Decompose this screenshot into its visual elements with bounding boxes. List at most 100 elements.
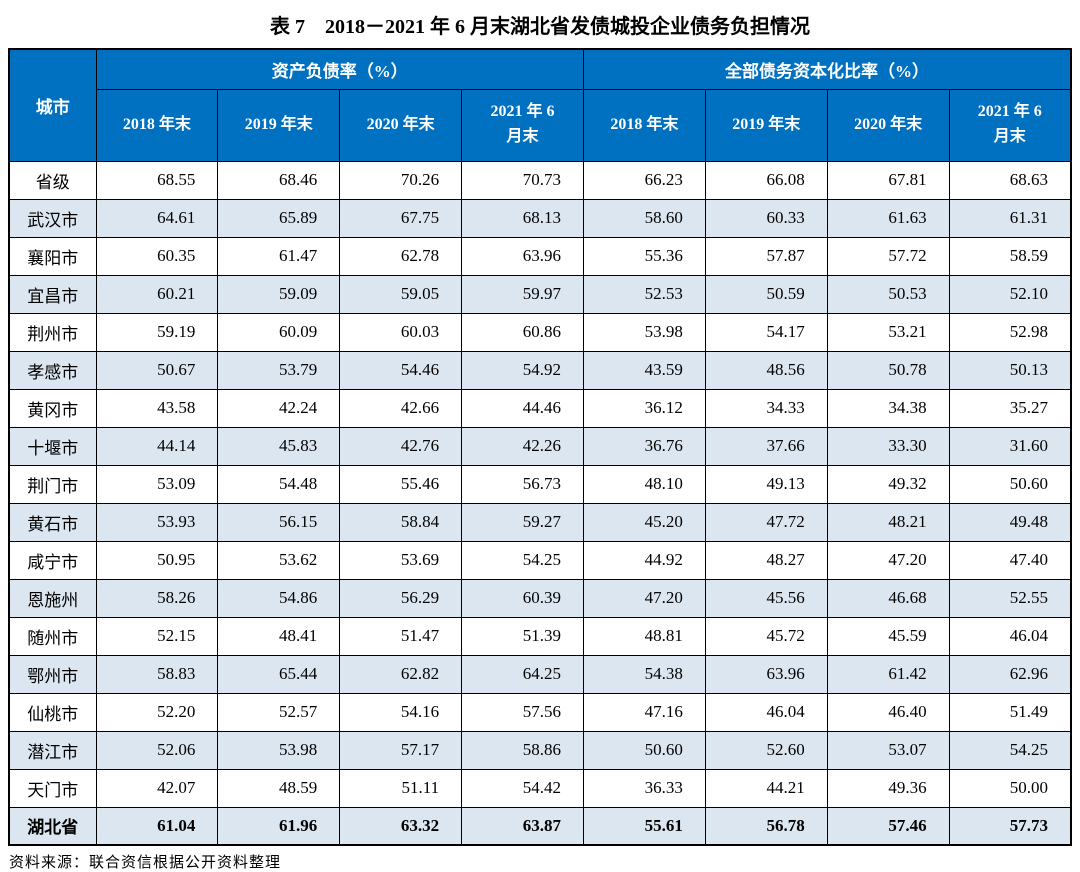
value-cell: 54.25 xyxy=(461,540,584,580)
group-header-row: 城市 资产负债率（%） 全部债务资本化比率（%） xyxy=(8,48,1072,162)
value-cell: 48.21 xyxy=(826,502,950,542)
sub-header-2020: 2020 年末 xyxy=(826,88,950,162)
value-cell: 47.16 xyxy=(583,692,706,732)
city-cell: 仙桃市 xyxy=(8,692,97,732)
value-cell: 34.38 xyxy=(826,388,950,428)
value-cell: 63.87 xyxy=(461,806,584,846)
value-cell: 54.92 xyxy=(461,350,584,390)
table-body: 省级 68.55 68.46 70.26 70.73 66.23 66.08 6… xyxy=(8,160,1072,846)
value-cell: 45.83 xyxy=(217,426,341,466)
value-cell: 45.56 xyxy=(704,578,828,618)
value-cell: 52.53 xyxy=(583,274,706,314)
value-cell: 56.73 xyxy=(461,464,584,504)
value-cell: 57.17 xyxy=(339,730,463,770)
city-cell: 随州市 xyxy=(8,616,97,656)
sub-header-2019: 2019 年末 xyxy=(217,88,341,162)
city-cell: 黄冈市 xyxy=(8,388,97,428)
value-cell: 65.89 xyxy=(217,198,341,238)
value-cell: 52.10 xyxy=(948,274,1072,314)
value-cell: 50.59 xyxy=(704,274,828,314)
debt-burden-table: 城市 资产负债率（%） 全部债务资本化比率（%） 2018 年末 2019 年末… xyxy=(8,48,1072,846)
value-cell: 50.60 xyxy=(948,464,1072,504)
value-cell: 53.09 xyxy=(95,464,219,504)
table-row: 仙桃市 52.20 52.57 54.16 57.56 47.16 46.04 … xyxy=(8,692,1072,732)
value-cell: 33.30 xyxy=(826,426,950,466)
value-cell: 56.29 xyxy=(339,578,463,618)
value-cell: 65.44 xyxy=(217,654,341,694)
table-row: 湖北省 61.04 61.96 63.32 63.87 55.61 56.78 … xyxy=(8,806,1072,846)
value-cell: 54.16 xyxy=(339,692,463,732)
value-cell: 43.58 xyxy=(95,388,219,428)
value-cell: 68.55 xyxy=(95,160,219,200)
value-cell: 53.98 xyxy=(583,312,706,352)
city-cell: 鄂州市 xyxy=(8,654,97,694)
value-cell: 52.98 xyxy=(948,312,1072,352)
value-cell: 45.59 xyxy=(826,616,950,656)
value-cell: 48.27 xyxy=(704,540,828,580)
value-cell: 60.33 xyxy=(704,198,828,238)
city-cell: 黄石市 xyxy=(8,502,97,542)
table-row: 随州市 52.15 48.41 51.47 51.39 48.81 45.72 … xyxy=(8,616,1072,656)
value-cell: 49.32 xyxy=(826,464,950,504)
value-cell: 66.08 xyxy=(704,160,828,200)
value-cell: 70.26 xyxy=(339,160,463,200)
value-cell: 52.15 xyxy=(95,616,219,656)
sub-header-2018: 2018 年末 xyxy=(95,88,219,162)
value-cell: 60.03 xyxy=(339,312,463,352)
value-cell: 53.98 xyxy=(217,730,341,770)
city-cell: 武汉市 xyxy=(8,198,97,238)
value-cell: 53.62 xyxy=(217,540,341,580)
table-row: 省级 68.55 68.46 70.26 70.73 66.23 66.08 6… xyxy=(8,160,1072,200)
value-cell: 62.78 xyxy=(339,236,463,276)
value-cell: 55.61 xyxy=(583,806,706,846)
value-cell: 61.04 xyxy=(95,806,219,846)
table-row: 荆门市 53.09 54.48 55.46 56.73 48.10 49.13 … xyxy=(8,464,1072,504)
value-cell: 50.95 xyxy=(95,540,219,580)
value-cell: 68.46 xyxy=(217,160,341,200)
value-cell: 36.12 xyxy=(583,388,706,428)
value-cell: 64.61 xyxy=(95,198,219,238)
city-cell: 天门市 xyxy=(8,768,97,808)
value-cell: 58.84 xyxy=(339,502,463,542)
value-cell: 42.24 xyxy=(217,388,341,428)
sub-header-2021h1: 2021 年 6 月末 xyxy=(948,88,1072,162)
value-cell: 42.26 xyxy=(461,426,584,466)
value-cell: 50.00 xyxy=(948,768,1072,808)
value-cell: 62.82 xyxy=(339,654,463,694)
sub-header-2021h1: 2021 年 6 月末 xyxy=(461,88,584,162)
value-cell: 53.07 xyxy=(826,730,950,770)
value-cell: 47.20 xyxy=(826,540,950,580)
value-cell: 53.93 xyxy=(95,502,219,542)
table-row: 黄冈市 43.58 42.24 42.66 44.46 36.12 34.33 … xyxy=(8,388,1072,428)
value-cell: 61.42 xyxy=(826,654,950,694)
value-cell: 31.60 xyxy=(948,426,1072,466)
value-cell: 50.53 xyxy=(826,274,950,314)
value-cell: 57.73 xyxy=(948,806,1072,846)
source-note: 资料来源：联合资信根据公开资料整理 xyxy=(9,855,282,871)
sub-header-2019: 2019 年末 xyxy=(704,88,828,162)
value-cell: 48.59 xyxy=(217,768,341,808)
value-cell: 50.60 xyxy=(583,730,706,770)
group-header-asset-liability-ratio: 资产负债率（%） xyxy=(95,48,584,90)
value-cell: 60.35 xyxy=(95,236,219,276)
value-cell: 52.55 xyxy=(948,578,1072,618)
value-cell: 57.46 xyxy=(826,806,950,846)
value-cell: 51.49 xyxy=(948,692,1072,732)
city-cell: 宜昌市 xyxy=(8,274,97,314)
value-cell: 63.32 xyxy=(339,806,463,846)
value-cell: 54.38 xyxy=(583,654,706,694)
value-cell: 47.40 xyxy=(948,540,1072,580)
value-cell: 42.76 xyxy=(339,426,463,466)
value-cell: 58.86 xyxy=(461,730,584,770)
city-cell: 湖北省 xyxy=(8,806,97,846)
value-cell: 42.07 xyxy=(95,768,219,808)
value-cell: 45.72 xyxy=(704,616,828,656)
value-cell: 64.25 xyxy=(461,654,584,694)
value-cell: 47.20 xyxy=(583,578,706,618)
value-cell: 50.78 xyxy=(826,350,950,390)
period-header-row: 2018 年末 2019 年末 2020 年末 2021 年 6 月末 2018… xyxy=(9,88,1072,162)
value-cell: 58.26 xyxy=(95,578,219,618)
value-cell: 59.97 xyxy=(461,274,584,314)
value-cell: 44.46 xyxy=(461,388,584,428)
value-cell: 56.15 xyxy=(217,502,341,542)
